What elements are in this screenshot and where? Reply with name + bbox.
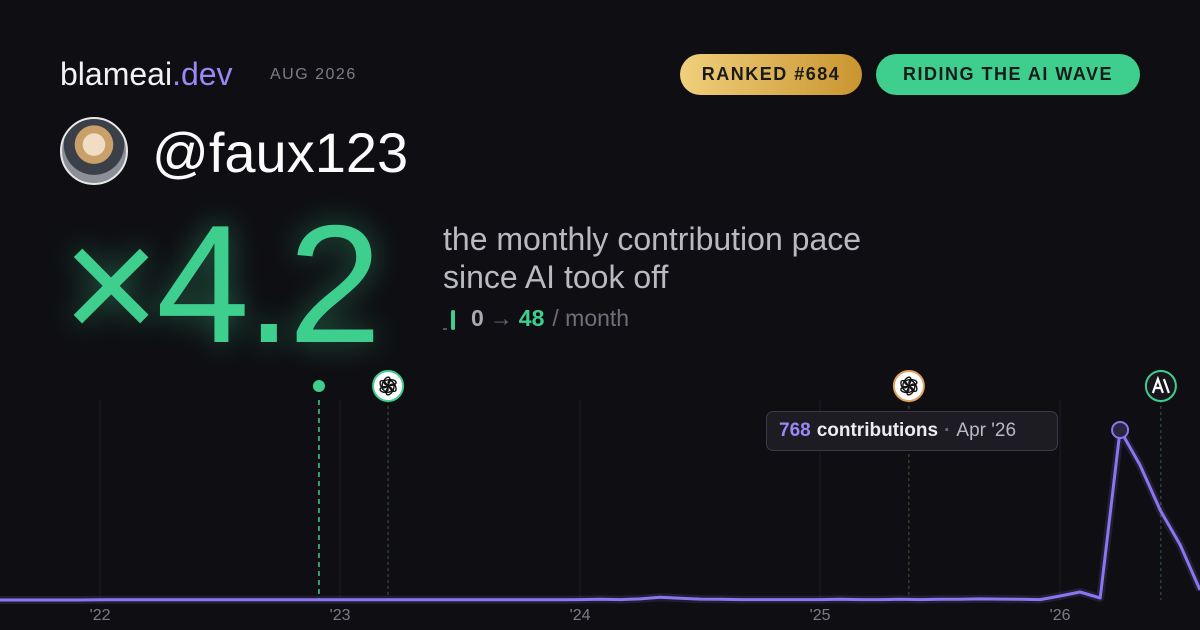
pace-from: 0: [471, 305, 484, 331]
icon-petal: [381, 376, 391, 389]
pace-unit: / month: [552, 305, 630, 331]
brand-suffix: .dev: [172, 56, 233, 92]
pace-arrow: →: [489, 305, 513, 331]
brand: blameai.dev: [60, 56, 233, 93]
icon-petal: [904, 378, 918, 387]
tooltip-value: 768: [779, 420, 811, 441]
event-marker: [312, 380, 325, 392]
pace: 0 → 48 / month: [443, 305, 629, 332]
icon-glyph: [1151, 375, 1170, 394]
tooltip-unit: contributions: [816, 420, 939, 441]
line-glow: [0, 426, 1200, 604]
x-tick-label: '23: [330, 607, 351, 624]
brand-name: blameai: [60, 56, 173, 92]
event-marker: [892, 370, 925, 402]
tooltip-date: Apr '26: [956, 420, 1017, 441]
icon-petal: [383, 378, 397, 387]
pace-icon: [443, 310, 455, 330]
handle: @faux123: [152, 121, 409, 184]
date: AUG 2026: [270, 66, 357, 83]
chart: '22 '23 '24 '25 '26: [0, 370, 1200, 624]
tooltip-separator: ·: [944, 420, 951, 441]
x-tick-label: '25: [810, 607, 831, 624]
series-line: [0, 428, 1200, 602]
event-marker: [372, 370, 405, 402]
rank-badge: RANKED #684: [680, 54, 862, 95]
highlight-point: [1111, 421, 1130, 439]
tooltip: 768 contributions · Apr '26: [766, 411, 1058, 451]
x-tick-label: '26: [1050, 607, 1071, 624]
pace-to: 48: [518, 305, 545, 331]
multiplier: ×4.2: [62, 190, 382, 378]
x-tick-label: '24: [570, 607, 591, 624]
event-marker: [1144, 370, 1177, 402]
description: the monthly contribution pace since AI t…: [443, 221, 862, 295]
icon-petal: [902, 376, 912, 389]
x-tick-label: '22: [90, 607, 111, 624]
avatar: [60, 117, 128, 185]
status-badge: RIDING THE AI WAVE: [876, 54, 1140, 95]
